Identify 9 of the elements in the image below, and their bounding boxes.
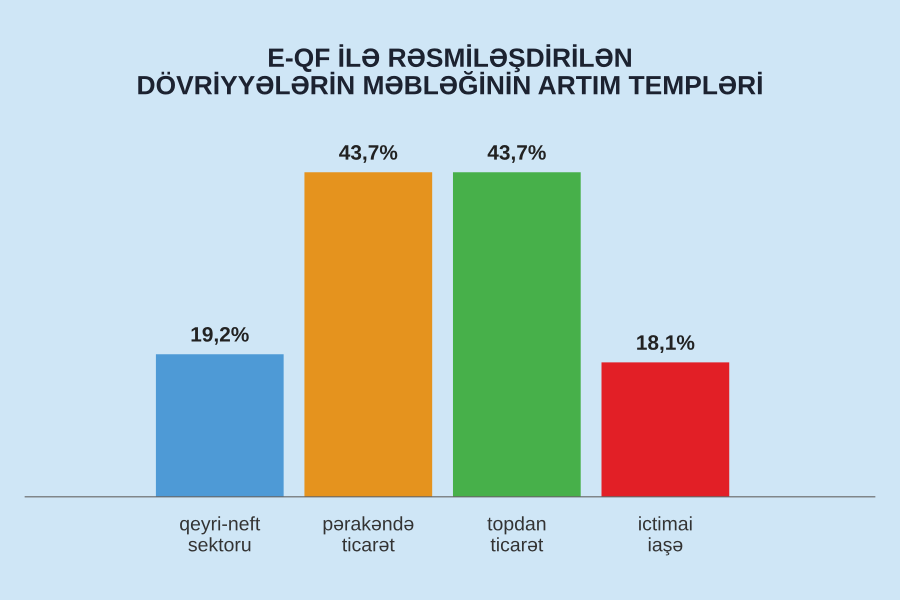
data-label: 43,7% [488, 145, 546, 163]
x-tick-label: qeyri-neft sektoru [180, 516, 260, 552]
data-label: 43,7% [339, 145, 398, 163]
chart-title: E-QF İLƏ RƏSMİLƏŞDİRİLƏN DÖVRİYYƏLƏRİN MƏBLƏĞİNİN ARTIM TEMPLƏRİ [138, 44, 762, 95]
x-tick-label: pərakəndə ticarət [324, 516, 414, 552]
x-tick-label: topdan ticarət [487, 516, 546, 552]
data-label: 19,2% [192, 327, 249, 345]
data-label: 18,1% [637, 335, 694, 353]
x-tick-label: ictimai iaşə [639, 516, 692, 556]
